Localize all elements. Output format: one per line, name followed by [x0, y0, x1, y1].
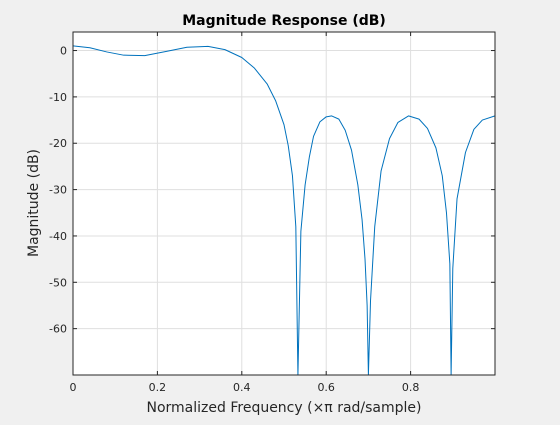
- x-tick-label: 0: [70, 381, 77, 394]
- plot-frame: [72, 31, 496, 376]
- x-tick-labels: 0 0.2 0.4 0.6 0.8: [70, 381, 420, 394]
- y-tick-label: -10: [49, 91, 67, 104]
- y-tick-label: -20: [49, 137, 67, 150]
- x-tick-label: 0.4: [233, 381, 251, 394]
- plot-area: [73, 32, 495, 375]
- series-layer: [72, 45, 496, 376]
- y-tick-label: -40: [49, 230, 67, 243]
- x-tick-label: 0.6: [317, 381, 335, 394]
- y-tick-label: -60: [49, 323, 67, 336]
- y-tick-label: -30: [49, 184, 67, 197]
- x-axis-label: Normalized Frequency (×π rad/sample): [147, 400, 422, 416]
- y-tick-label: -50: [49, 276, 67, 289]
- grid-lines: [72, 32, 495, 375]
- y-tick-label: 0: [60, 45, 67, 58]
- x-tick-label: 0.2: [149, 381, 167, 394]
- tick-marks: [72, 32, 495, 375]
- y-axis-label: Magnitude (dB): [26, 149, 42, 257]
- y-tick-labels: 0 -10 -20 -30 -40 -50 -60: [49, 45, 67, 336]
- chart-title: Magnitude Response (dB): [182, 13, 386, 29]
- magnitude-response-line: [72, 45, 496, 376]
- x-tick-label: 0.8: [402, 381, 420, 394]
